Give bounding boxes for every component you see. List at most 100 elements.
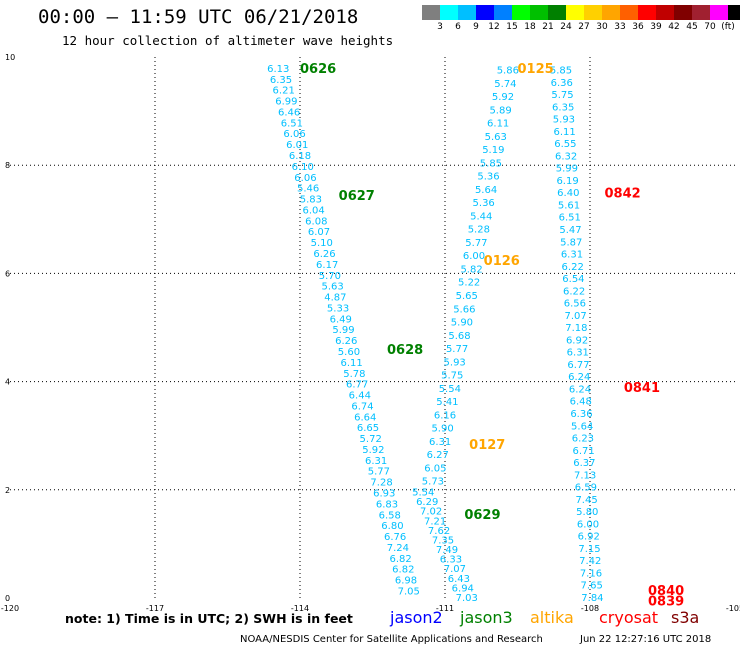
data-point-label: 6.74	[351, 401, 373, 412]
colorbar-label: 18	[524, 22, 536, 32]
grid	[10, 57, 735, 598]
colorbar-swatch	[602, 5, 620, 20]
data-point-label: 6.16	[434, 410, 456, 421]
data-point-label: 5.28	[468, 225, 490, 236]
data-point-label: 5.72	[360, 434, 382, 445]
data-point-label: 5.77	[368, 467, 390, 478]
colorbar-swatch	[710, 5, 728, 20]
data-point-label: 6.08	[305, 216, 327, 227]
x-tick-label: -108	[581, 604, 599, 613]
colorbar-label: 39	[650, 22, 662, 32]
data-point-label: 5.85	[480, 158, 502, 169]
data-point-label: 6.40	[557, 188, 579, 199]
data-point-label: 6.19	[556, 176, 578, 187]
data-point-label: 5.93	[444, 357, 466, 368]
data-point-label: 5.19	[482, 145, 504, 156]
data-point-label: 6.22	[563, 286, 585, 297]
data-point-label: 5.10	[311, 238, 333, 249]
colorbar-label: 33	[614, 22, 626, 32]
data-point-label: 5.65	[456, 291, 478, 302]
data-point-label: 7.42	[579, 556, 601, 567]
y-tick-label: 6	[5, 269, 10, 278]
data-point-label: 7.13	[574, 470, 596, 481]
data-point-label: 6.17	[316, 260, 338, 271]
data-point-label: 5.63	[485, 132, 507, 143]
data-point-label: 6.36	[551, 78, 573, 89]
data-point-label: 6.37	[573, 458, 595, 469]
colorbar-label: 42	[668, 22, 680, 32]
data-point-label: 6.56	[564, 299, 586, 310]
data-point-label: 6.48	[570, 397, 592, 408]
colorbar-swatch	[440, 5, 458, 20]
data-point-label: 5.63	[321, 282, 343, 293]
data-point-label: 6.23	[572, 434, 594, 445]
data-point-label: 5.54	[439, 384, 461, 395]
data-point-label: 5.61	[558, 200, 580, 211]
timestamp-text: Jun 22 12:27:16 UTC 2018	[580, 634, 712, 645]
data-point-label: 6.11	[487, 119, 509, 130]
data-point-label: 6.01	[286, 140, 308, 151]
data-point-label: 5.92	[492, 92, 514, 103]
data-point-label: 6.31	[365, 456, 387, 467]
x-tick-label: -114	[291, 604, 309, 613]
data-point-label: 6.83	[376, 499, 398, 510]
data-point-label: 7.07	[444, 564, 466, 575]
time-label: 0626	[300, 62, 336, 77]
data-point-label: 6.93	[373, 489, 395, 500]
data-point-label: 5.60	[338, 347, 360, 358]
data-point-label: 5.73	[422, 477, 444, 488]
data-point-label: 7.16	[580, 568, 602, 579]
colorbar-label: 45	[686, 22, 698, 32]
axis-ticks: -120 -117 -114 -111 -108 -105 0 2 4 6 8 10	[1, 53, 740, 613]
data-point-label: 5.83	[300, 195, 322, 206]
data-point-label: 6.76	[384, 532, 406, 543]
data-point-label: 7.21	[424, 516, 446, 527]
data-point-label: 7.18	[565, 323, 587, 334]
data-point-label: 5.92	[362, 445, 384, 456]
data-point-label: 5.44	[470, 211, 492, 222]
data-point-label: 6.71	[573, 446, 595, 457]
colorbar-label: 6	[455, 22, 461, 32]
data-point-label: 7.15	[578, 544, 600, 555]
data-point-label: 6.44	[349, 391, 371, 402]
data-point-label: 5.33	[327, 303, 349, 314]
colorbar-label: 24	[560, 22, 572, 32]
data-point-label: 7.02	[420, 507, 442, 518]
time-labels: 0626 0627 0628 0629 0125 0126 0127 0842 0841 0840…	[300, 62, 684, 610]
data-point-label: 5.75	[441, 371, 463, 382]
data-point-label: 6.82	[389, 554, 411, 565]
data-point-label: 6.24	[569, 384, 591, 395]
data-point-label: 4.87	[324, 293, 346, 304]
data-point-label: 6.46	[278, 107, 300, 118]
legend-item: cryosat	[599, 608, 659, 627]
data-point-label: 6.92	[578, 532, 600, 543]
y-tick-label: 4	[5, 378, 10, 387]
data-point-label: 5.46	[297, 184, 319, 195]
data-point-label: 5.70	[319, 271, 341, 282]
colorbar-swatch	[728, 5, 740, 20]
data-point-label: 6.94	[452, 583, 474, 594]
legend-item: altika	[530, 608, 574, 627]
data-point-label: 6.27	[427, 450, 449, 461]
data-point-label: 7.35	[432, 535, 454, 546]
time-label: 0629	[464, 508, 500, 523]
data-point-label: 6.82	[392, 565, 414, 576]
data-point-label: 7.07	[564, 311, 586, 322]
data-point-label: 5.74	[494, 79, 516, 90]
data-point-label: 5.85	[550, 66, 572, 77]
data-point-label: 5.54	[412, 488, 434, 499]
colorbar-label: 36	[632, 22, 644, 32]
time-label: 0842	[605, 186, 641, 201]
colorbar-label: 30	[596, 22, 608, 32]
data-point-label: 6.35	[270, 75, 292, 86]
data-point-label: 6.07	[308, 227, 330, 238]
data-point-label: 5.82	[460, 264, 482, 275]
colorbar-swatch	[458, 5, 476, 20]
data-point-label: 6.04	[302, 205, 324, 216]
data-point-label: 6.80	[381, 521, 403, 532]
data-point-label: 6.06	[294, 173, 316, 184]
data-point-label: 6.51	[281, 118, 303, 129]
data-point-label: 6.36	[570, 409, 592, 420]
colorbar-swatch	[638, 5, 656, 20]
